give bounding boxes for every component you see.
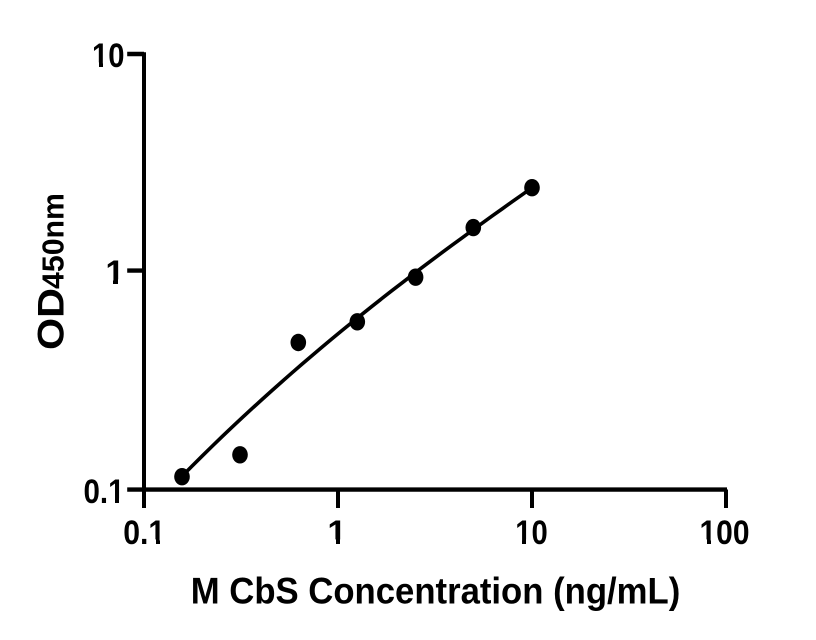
svg-text:450nm: 450nm xyxy=(36,193,71,289)
svg-text:10: 10 xyxy=(515,514,548,552)
svg-text:OD: OD xyxy=(31,288,72,350)
svg-text:0.1: 0.1 xyxy=(84,473,125,511)
svg-text:0.1: 0.1 xyxy=(123,514,165,552)
svg-text:1: 1 xyxy=(327,514,346,552)
svg-text:M CbS Concentration (ng/mL): M CbS Concentration (ng/mL) xyxy=(191,570,681,612)
svg-text:10: 10 xyxy=(92,37,125,75)
svg-text:100: 100 xyxy=(700,514,750,552)
svg-text:1: 1 xyxy=(105,254,124,292)
